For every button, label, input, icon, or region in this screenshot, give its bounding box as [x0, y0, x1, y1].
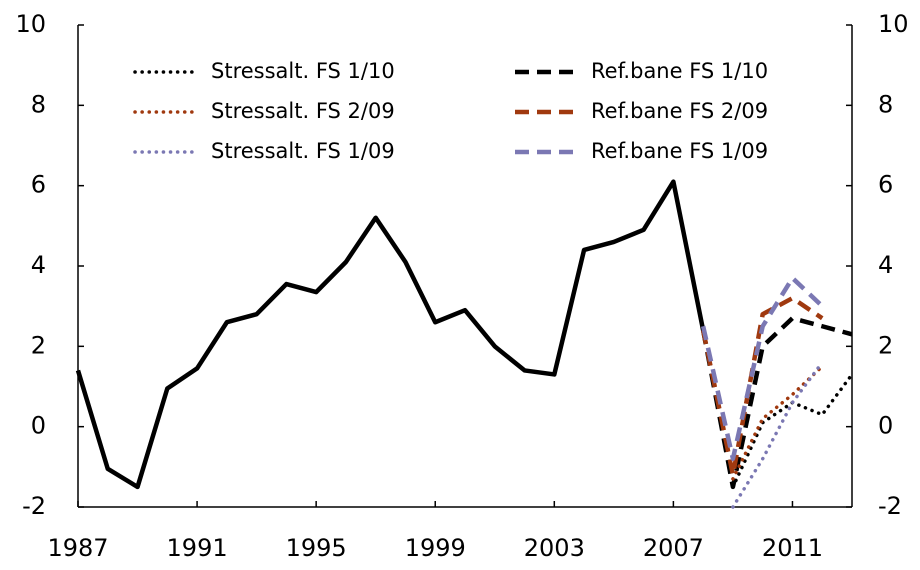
- legend-label: Ref.bane FS 2/09: [591, 99, 768, 123]
- x-tick-label: 1999: [405, 534, 466, 562]
- y2-tick-label: -2: [878, 492, 902, 520]
- y-tick-label: 0: [31, 412, 46, 440]
- series-line: [700, 275, 824, 462]
- x-tick-label: 1995: [286, 534, 347, 562]
- series-line: [700, 295, 824, 478]
- legend-label: Stressalt. FS 1/09: [211, 139, 395, 163]
- x-tick-label: 2011: [762, 534, 823, 562]
- y-tick-label: 8: [31, 90, 46, 118]
- series-line: [731, 372, 854, 489]
- legend-label: Stressalt. FS 2/09: [211, 99, 395, 123]
- x-tick-label: 2003: [524, 534, 585, 562]
- y-tick-label: 2: [31, 331, 46, 359]
- y2-tick-label: 6: [878, 171, 893, 199]
- legend-label: Ref.bane FS 1/09: [591, 139, 768, 163]
- y2-tick-label: 10: [878, 10, 909, 38]
- y-tick-label: -2: [22, 492, 46, 520]
- y-tick-label: 6: [31, 171, 46, 199]
- legend-label: Stressalt. FS 1/10: [211, 59, 395, 83]
- y2-tick-label: 8: [878, 90, 893, 118]
- y-tick-label: 10: [15, 10, 46, 38]
- x-tick-label: 1991: [167, 534, 228, 562]
- y-tick-label: 4: [31, 251, 46, 279]
- y2-tick-label: 2: [878, 331, 893, 359]
- x-tick-label: 1987: [47, 534, 108, 562]
- series-line: [731, 364, 824, 481]
- series-line: [75, 179, 706, 490]
- y2-tick-label: 4: [878, 251, 893, 279]
- x-tick-label: 2007: [643, 534, 704, 562]
- y2-tick-label: 0: [878, 412, 893, 440]
- series-line: [731, 360, 824, 509]
- series-line: [700, 315, 853, 490]
- legend-label: Ref.bane FS 1/10: [591, 59, 768, 83]
